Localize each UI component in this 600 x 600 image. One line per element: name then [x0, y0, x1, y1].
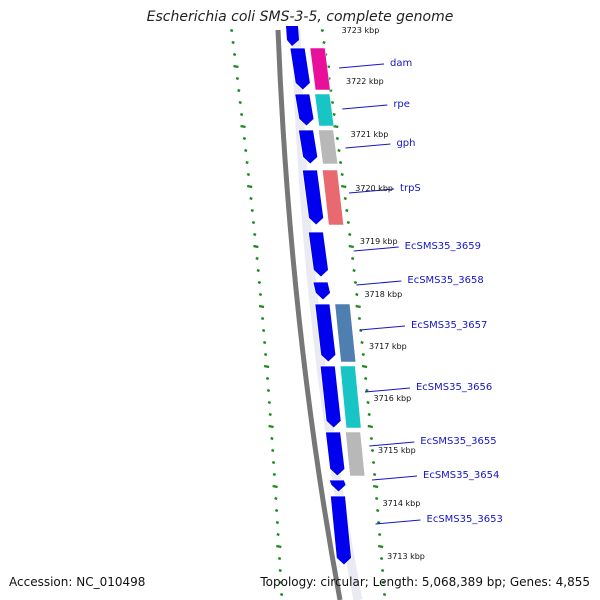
cog-block [339, 365, 362, 429]
cds-block [328, 479, 347, 493]
kbp-tick-label: 3716 kbp [373, 394, 411, 403]
genome-summary: Topology: circular; Length: 5,068,389 bp… [260, 575, 590, 589]
gene-label: EcSMS35_3655 [420, 436, 496, 447]
cog-track [309, 47, 366, 477]
cds-block [325, 431, 346, 477]
cog-block [309, 47, 331, 91]
gene-leader-line [364, 387, 411, 393]
cds-block-partial [286, 26, 299, 46]
gene-label: EcSMS35_3657 [411, 320, 487, 331]
gene-label: dam [390, 58, 412, 69]
kbp-tick-label: 3717 kbp [369, 342, 407, 351]
gene-label: EcSMS35_3653 [427, 514, 503, 525]
kbp-tick-label: 3721 kbp [351, 130, 389, 139]
kbp-tick-label: 3719 kbp [360, 237, 398, 246]
accession-label: Accession: NC_010498 [9, 575, 146, 589]
kbp-tick-label: 3722 kbp [346, 77, 384, 86]
gene-label: EcSMS35_3659 [405, 241, 481, 252]
gene-label: trpS [400, 183, 421, 194]
cds-track [286, 26, 352, 566]
gene-leader-line [371, 475, 418, 481]
gc-skew-inner [229, 28, 284, 597]
gc-skew-track [229, 28, 387, 597]
gene-label: EcSMS35_3656 [416, 382, 492, 393]
cog-block [322, 169, 344, 226]
label-track: dam rpe gph trpS EcSMS35_3659 EcSMS35_3658 EcS… [338, 58, 503, 525]
cds-block [319, 365, 342, 429]
backbone-arc [275, 29, 343, 600]
kbp-tick-label: 3720 kbp [355, 184, 393, 193]
cds-block [297, 129, 319, 165]
cds-block [301, 169, 325, 226]
gene-label: EcSMS35_3658 [407, 275, 483, 286]
gene-leader-line [369, 441, 415, 447]
kbp-tick-label: 3713 kbp [387, 552, 425, 561]
kbp-tick-track: 3723 kbp 3722 kbp 3721 kbp 3720 kbp 3719 kbp… [342, 26, 425, 561]
gene-leader-line [375, 519, 421, 525]
gene-leader-line [345, 143, 391, 149]
gene-label: gph [396, 138, 415, 149]
gc-skew-outer [320, 28, 387, 597]
cds-block [307, 231, 329, 278]
map-title: Escherichia coli SMS-3-5, complete genom… [146, 9, 454, 25]
kbp-tick-label: 3714 kbp [383, 499, 421, 508]
gene-leader-line [356, 280, 402, 286]
cog-block [314, 93, 335, 127]
cog-block [334, 303, 357, 363]
gene-leader-line [353, 246, 399, 252]
kbp-tick-label: 3718 kbp [364, 290, 402, 299]
cds-block [294, 93, 315, 127]
kbp-tick-label: 3715 kbp [378, 446, 416, 455]
cds-block [289, 47, 311, 91]
cds-block [314, 303, 337, 363]
gene-leader-line [348, 188, 395, 194]
gene-leader-line [359, 325, 406, 331]
gene-label: EcSMS35_3654 [423, 470, 499, 481]
gene-leader-line [338, 63, 385, 69]
cds-block [312, 281, 331, 301]
cds-block [329, 495, 352, 566]
cog-block [318, 129, 339, 165]
gene-leader-line [342, 104, 388, 110]
gene-label: rpe [393, 99, 410, 110]
cog-block [345, 431, 366, 477]
kbp-tick-label: 3723 kbp [342, 26, 380, 35]
